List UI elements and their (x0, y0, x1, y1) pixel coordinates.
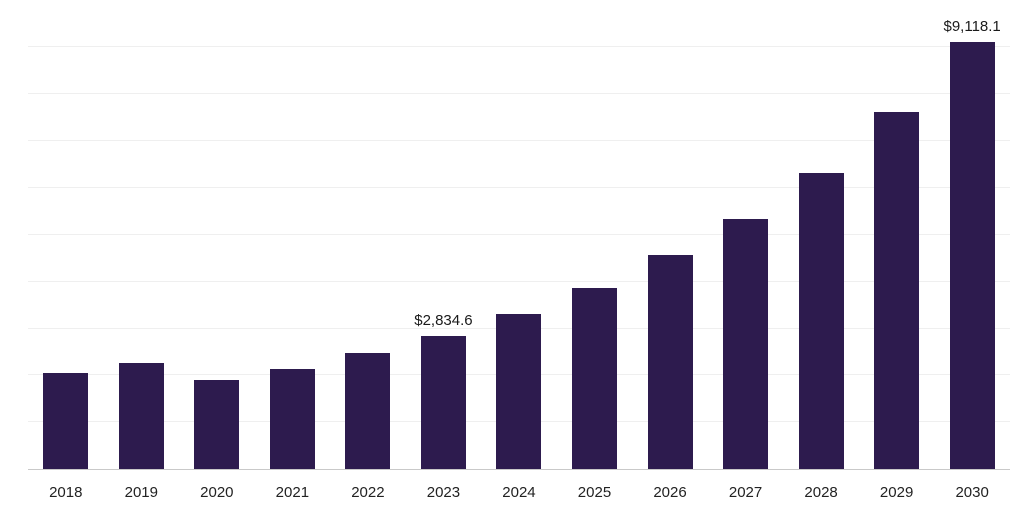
x-axis-label: 2029 (879, 483, 914, 501)
x-axis-label: 2020 (200, 483, 234, 501)
bar-slot (28, 10, 104, 469)
x-axis-label: 2023 (426, 483, 461, 501)
gridline (28, 46, 1010, 48)
bar-slot (179, 10, 255, 469)
bar-2022 (345, 352, 391, 469)
bar-slot (481, 10, 557, 469)
x-axis-label: 2024 (502, 483, 536, 501)
bar-value-label: $2,834.6 (414, 312, 473, 330)
bar-2021 (269, 368, 315, 469)
x-axis: 2018 2019 2020 2021 2022 2023 2024 2025 2026 2027… (28, 472, 1010, 512)
bar-slot (708, 10, 784, 469)
bar-value-label: $9,118.1 (943, 17, 1001, 35)
x-axis-label: 2022 (351, 483, 385, 501)
bar-2030: $9,118.1 (944, 18, 1001, 469)
x-axis-label: 2018 (49, 483, 83, 501)
x-axis-label: 2021 (275, 483, 310, 501)
bar-slot: $9,118.1 (934, 10, 1010, 469)
bar-2023: $2,834.6 (414, 312, 473, 469)
bar-slot (859, 10, 935, 469)
gridline (28, 186, 1010, 188)
bars: $2,834.6 $9,118.1 (28, 10, 1010, 469)
bar-2020 (194, 380, 240, 469)
gridline (28, 93, 1010, 95)
gridline (28, 233, 1010, 235)
bar-2029 (874, 112, 920, 469)
plot-area: $2,834.6 $9,118.1 (28, 10, 1010, 470)
gridline (28, 140, 1010, 142)
bar-2025 (571, 287, 617, 469)
bar-2028 (798, 172, 844, 469)
x-axis-label: 2030 (955, 483, 989, 501)
bar-slot (783, 10, 859, 469)
x-axis-label: 2026 (653, 483, 687, 501)
bar-slot (255, 10, 331, 469)
bar-2019 (118, 362, 164, 469)
gridline (28, 280, 1010, 282)
bar-2027 (723, 219, 769, 469)
x-axis-label: 2027 (728, 483, 763, 501)
bar-slot (104, 10, 180, 469)
bar-2024 (496, 314, 542, 469)
bar-2026 (647, 255, 693, 469)
x-axis-label: 2025 (577, 483, 612, 501)
bar-slot (557, 10, 633, 469)
x-axis-label: 2028 (804, 483, 838, 501)
bar-slot (330, 10, 406, 469)
bar-slot (632, 10, 708, 469)
bar-2018 (43, 373, 89, 469)
bar-slot: $2,834.6 (406, 10, 482, 469)
x-axis-label: 2019 (124, 483, 158, 501)
